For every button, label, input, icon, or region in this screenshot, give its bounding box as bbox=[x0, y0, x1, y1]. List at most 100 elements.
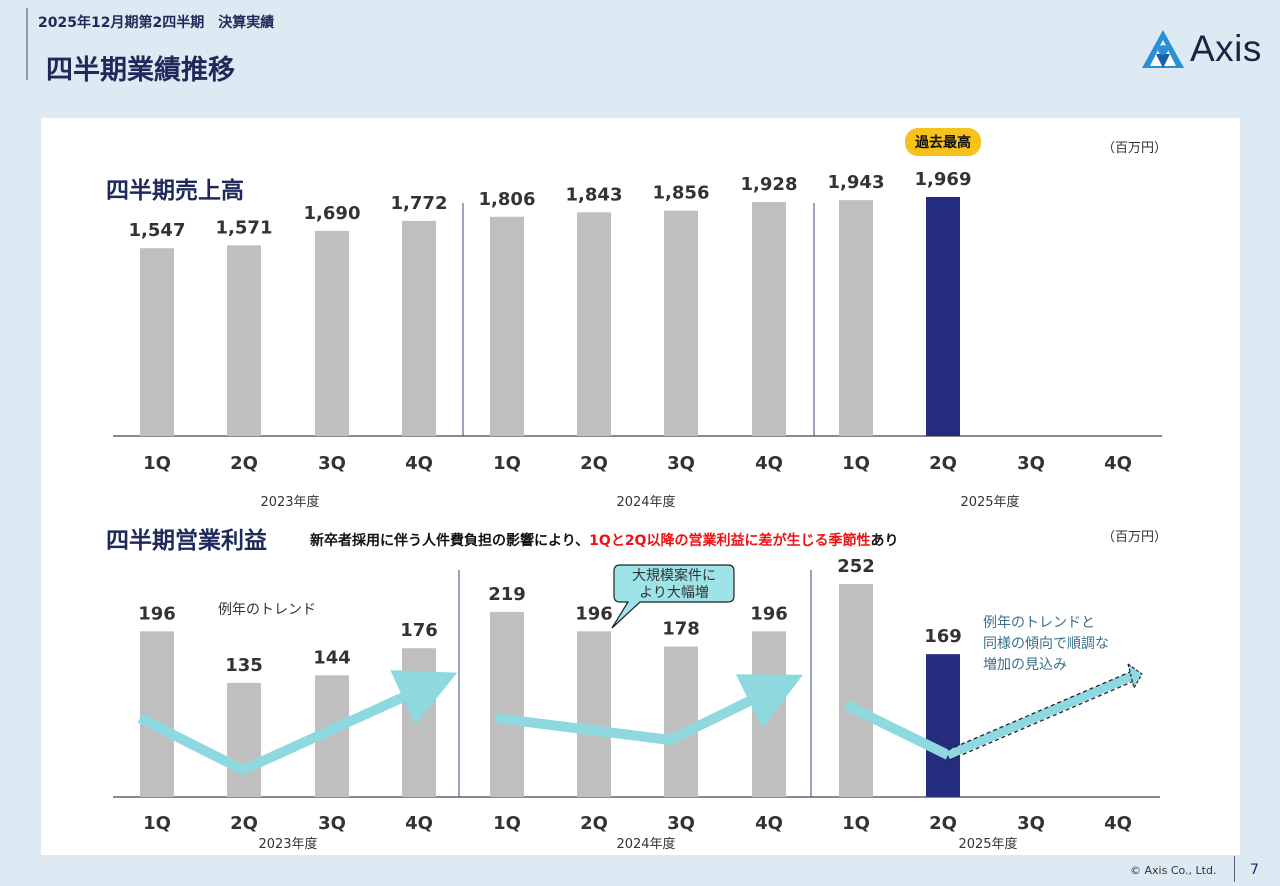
sales-year-label: 2025年度 bbox=[960, 494, 1019, 510]
sales-value-label: 1,943 bbox=[828, 172, 885, 193]
sales-chart: 1,547 1Q 1,571 2Q 1,690 3Q 1,772 4Q 1,806 1Q 1,843… bbox=[113, 169, 1162, 510]
profit-tick-label: 2Q bbox=[580, 813, 608, 834]
sales-year-label: 2024年度 bbox=[616, 494, 675, 510]
note-prefix: 新卒者採用に伴う人件費負担の影響により、 bbox=[310, 532, 589, 549]
sales-bar bbox=[140, 248, 174, 436]
record-high-badge: 過去最高 bbox=[905, 128, 981, 156]
profit-bar bbox=[577, 631, 611, 797]
profit-tick-label: 1Q bbox=[493, 813, 521, 834]
sales-tick-label: 3Q bbox=[318, 453, 346, 474]
header-rule bbox=[26, 8, 28, 80]
sales-value-label: 1,772 bbox=[391, 193, 448, 214]
sales-bar bbox=[664, 210, 698, 436]
logo-text: Axis bbox=[1190, 28, 1262, 69]
forecast-line2: 同様の傾向で順調な bbox=[983, 636, 1109, 652]
sales-bar bbox=[490, 216, 524, 436]
sales-unit-label: （百万円） bbox=[1102, 141, 1167, 156]
profit-tick-label: 3Q bbox=[318, 813, 346, 834]
profit-value-label: 176 bbox=[400, 620, 438, 641]
profit-value-label: 169 bbox=[924, 626, 962, 647]
profit-value-label: 196 bbox=[750, 603, 788, 624]
sales-value-label: 1,806 bbox=[479, 189, 536, 210]
sales-value-label: 1,856 bbox=[653, 183, 710, 204]
forecast-arrow bbox=[946, 662, 1143, 761]
profit-bar bbox=[664, 646, 698, 797]
profit-tick-label: 3Q bbox=[667, 813, 695, 834]
page-title: 四半期業績推移 bbox=[46, 55, 235, 86]
profit-bar bbox=[402, 648, 436, 797]
profit-value-label: 144 bbox=[313, 647, 351, 668]
profit-value-label: 196 bbox=[138, 603, 176, 624]
axis-mountain-logo-icon bbox=[1142, 30, 1184, 68]
trend-line-2023 bbox=[137, 670, 458, 775]
trend-line-2025 bbox=[843, 700, 951, 760]
sales-tick-label: 1Q bbox=[143, 453, 171, 474]
forecast-line3: 増加の見込み bbox=[983, 657, 1067, 673]
sales-tick-label: 4Q bbox=[1104, 453, 1132, 474]
footer-separator bbox=[1234, 856, 1235, 882]
sales-year-label: 2023年度 bbox=[260, 494, 319, 510]
copyright: © Axis Co., Ltd. bbox=[1130, 864, 1217, 877]
sales-value-label: 1,843 bbox=[566, 184, 623, 205]
sales-value-label: 1,928 bbox=[741, 174, 798, 195]
profit-bar bbox=[926, 654, 960, 797]
sales-value-label: 1,690 bbox=[304, 203, 361, 224]
trend-line-2024 bbox=[494, 674, 803, 745]
profit-tick-label: 4Q bbox=[405, 813, 433, 834]
sales-bar bbox=[752, 201, 786, 436]
sales-value-label: 1,969 bbox=[915, 169, 972, 190]
sales-value-label: 1,571 bbox=[216, 217, 273, 238]
profit-bar bbox=[227, 682, 261, 797]
note-suffix: あり bbox=[870, 533, 898, 549]
company-logo: Axis bbox=[1140, 28, 1262, 70]
sales-tick-label: 2Q bbox=[929, 453, 957, 474]
profit-value-label: 252 bbox=[837, 556, 875, 577]
sales-bar bbox=[577, 212, 611, 436]
profit-year-label: 2023年度 bbox=[258, 836, 317, 852]
sales-tick-label: 1Q bbox=[493, 453, 521, 474]
sales-bar bbox=[402, 220, 436, 436]
sales-bar bbox=[227, 245, 261, 436]
sales-tick-label: 1Q bbox=[842, 453, 870, 474]
profit-bar bbox=[490, 611, 524, 797]
profit-unit-label: （百万円） bbox=[1102, 530, 1167, 545]
header-subtitle: 2025年12月期第2四半期 決算実績 bbox=[38, 15, 275, 31]
profit-year-label: 2025年度 bbox=[958, 836, 1017, 852]
sales-chart-title: 四半期売上高 bbox=[106, 177, 244, 204]
trend-label: 例年のトレンド bbox=[218, 602, 316, 618]
profit-chart-title: 四半期営業利益 bbox=[106, 527, 267, 554]
profit-tick-label: 1Q bbox=[842, 813, 870, 834]
sales-tick-label: 4Q bbox=[755, 453, 783, 474]
sales-tick-label: 2Q bbox=[580, 453, 608, 474]
note-highlight: 1Qと2Q以降の営業利益に差が生じる季節性 bbox=[589, 532, 870, 549]
sales-tick-label: 2Q bbox=[230, 453, 258, 474]
profit-value-label: 196 bbox=[575, 603, 613, 624]
seasonality-note: 新卒者採用に伴う人件費負担の影響により、1Qと2Q以降の営業利益に差が生じる季節… bbox=[310, 532, 898, 549]
large-project-callout: 大規模案件に より大幅増 bbox=[611, 564, 735, 629]
sales-tick-label: 3Q bbox=[667, 453, 695, 474]
sales-bar bbox=[839, 200, 873, 436]
profit-tick-label: 3Q bbox=[1017, 813, 1045, 834]
sales-value-label: 1,547 bbox=[129, 220, 186, 241]
sales-bar bbox=[926, 197, 960, 436]
profit-tick-label: 4Q bbox=[1104, 813, 1132, 834]
callout-line2: より大幅増 bbox=[639, 585, 709, 601]
profit-tick-label: 2Q bbox=[929, 813, 957, 834]
sales-tick-label: 4Q bbox=[405, 453, 433, 474]
profit-tick-label: 2Q bbox=[230, 813, 258, 834]
profit-bar bbox=[752, 631, 786, 797]
forecast-line1: 例年のトレンドと bbox=[983, 615, 1095, 631]
profit-value-label: 135 bbox=[225, 655, 263, 676]
profit-value-label: 178 bbox=[662, 619, 700, 640]
profit-bar bbox=[839, 584, 873, 797]
page-number: 7 bbox=[1250, 862, 1259, 878]
sales-bar bbox=[315, 230, 349, 436]
profit-bar bbox=[140, 631, 174, 797]
record-high-label: 過去最高 bbox=[914, 134, 971, 151]
profit-year-label: 2024年度 bbox=[616, 836, 675, 852]
profit-value-label: 219 bbox=[488, 584, 526, 605]
sales-tick-label: 3Q bbox=[1017, 453, 1045, 474]
profit-tick-label: 4Q bbox=[755, 813, 783, 834]
profit-tick-label: 1Q bbox=[143, 813, 171, 834]
